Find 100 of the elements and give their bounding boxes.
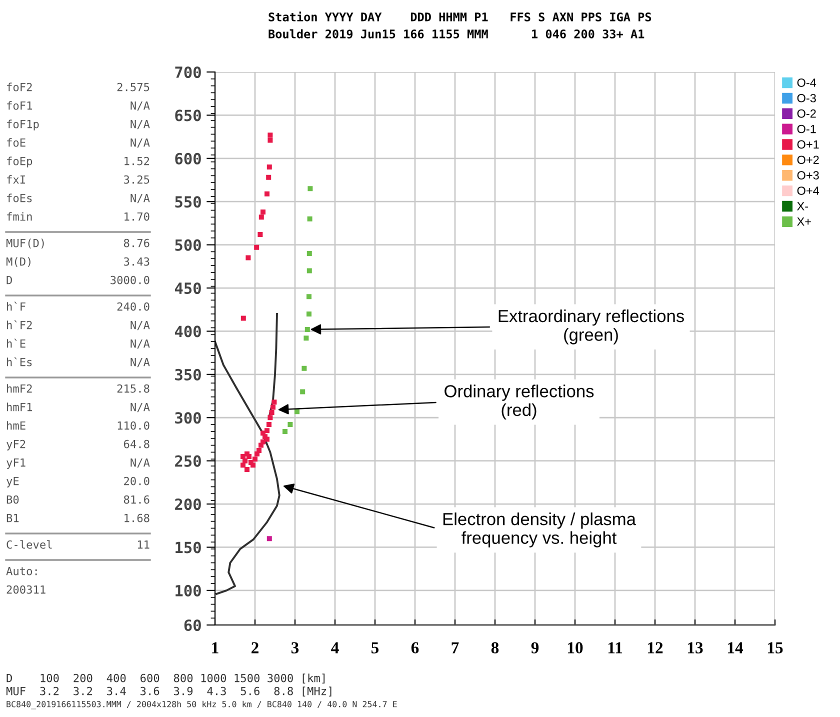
text: hmF1 N/A [7, 402, 150, 412]
legend-label: X+ [797, 218, 811, 226]
point [268, 132, 273, 138]
text: yF1 N/A [6, 458, 150, 469]
point [268, 138, 273, 143]
text: MUF 3.2 3.2 3.4 3.6 3.9 4.3 5.6 8.8 [MHz] [6, 686, 332, 697]
point [254, 244, 260, 250]
legend-label: O-3 [797, 94, 816, 102]
point [252, 456, 258, 462]
text: h`Es N/A [7, 357, 150, 368]
text: yF2 64.8 [6, 440, 150, 450]
text: foF2 2.575 [7, 82, 150, 92]
y-tick-label: 450 [174, 282, 201, 294]
legend-label: O-2 [797, 109, 816, 118]
x-tick-label: 7 [452, 642, 459, 654]
text: h`F 240.0 [7, 302, 150, 311]
point [244, 466, 250, 472]
point [266, 536, 272, 542]
x-tick-label: 12 [648, 642, 663, 654]
text: D 100 200 400 600 800 1000 1500 3000 [km] [6, 674, 325, 684]
point [282, 428, 288, 434]
text: foF1 N/A [7, 101, 150, 111]
text: Auto: [6, 566, 37, 576]
text: MUF(D) 8.76 [6, 238, 150, 249]
point [264, 436, 270, 442]
text: BC840_2019166115503.MMM / 2004x128h 50 kHz 5.0 km / BC840 140 / 40.0 N 254.7 E [6, 700, 397, 710]
y-tick-label: 500 [175, 239, 201, 251]
legend-label: O+3 [797, 171, 819, 180]
legend-label: O+4 [797, 186, 820, 195]
text: C-level 11 [6, 540, 150, 549]
y-tick-label: 600 [175, 152, 201, 164]
point [242, 458, 248, 464]
point [260, 439, 266, 444]
x-tick-label: 3 [291, 642, 299, 654]
point [264, 191, 270, 196]
text: foE N/A [7, 138, 150, 148]
x-tick-label: 11 [608, 642, 622, 654]
x-tick-label: 10 [568, 642, 583, 654]
point [300, 389, 306, 394]
point [258, 232, 263, 237]
legend-label: O-4 [797, 78, 816, 87]
point [266, 422, 272, 428]
point [272, 400, 277, 405]
point [266, 174, 272, 180]
y-tick-label: 250 [175, 455, 201, 467]
text: Station YYYY DAY DDD HHMM P1 FFS S AXN PPS IGA PS [268, 12, 652, 22]
y-tick-label: 550 [175, 196, 201, 208]
text: Boulder 2019 Jun15 166 1155 MMM 1 046 200 33+ A1 [268, 29, 644, 38]
point [244, 451, 250, 456]
point [240, 316, 246, 321]
point [246, 255, 251, 260]
legend-label: O+2 [797, 156, 819, 164]
point [306, 294, 312, 300]
text: fxI 3.25 [7, 175, 150, 184]
text: h`F2 N/A [7, 320, 150, 330]
text: B0 81.6 [6, 495, 150, 504]
line-series [215, 340, 280, 595]
annotation: Electron density / plasma frequency vs. height [443, 512, 636, 548]
point [306, 268, 312, 274]
x-tick-label: 8 [491, 642, 499, 654]
point [258, 214, 264, 220]
text: yE 20.0 [6, 476, 150, 488]
legend-label: O+1 [797, 140, 819, 149]
annotation: Ordinary reflections (red) [444, 384, 594, 420]
x-tick-label: 4 [331, 642, 339, 654]
point [288, 422, 293, 428]
y-tick-label: 150 [176, 542, 201, 554]
text: 200311 [6, 585, 46, 594]
y-tick-label: 60 [184, 619, 201, 632]
x-tick-label: 9 [531, 642, 539, 654]
y-tick-label: 100 [176, 584, 201, 596]
text: M(D) 3.43 [6, 257, 150, 268]
y-tick-label: 400 [174, 326, 201, 338]
text: fmin 1.70 [7, 212, 150, 221]
x-tick-label: 5 [372, 642, 379, 654]
x-tick-label: 14 [728, 642, 744, 654]
legend-label: X- [797, 202, 808, 210]
text: foF1p N/A [7, 120, 150, 130]
point [270, 404, 276, 410]
point [240, 462, 246, 468]
x-tick-label: 2 [252, 642, 258, 654]
point [260, 430, 266, 436]
point [306, 250, 312, 256]
x-tick-label: 15 [768, 642, 783, 654]
point [266, 164, 272, 170]
point [268, 415, 273, 420]
x-tick-label: 13 [688, 642, 703, 654]
point [240, 454, 246, 460]
y-tick-label: 300 [175, 412, 201, 424]
legend-label: O-1 [797, 124, 816, 134]
text: hmE 110.0 [7, 421, 150, 430]
point [306, 311, 312, 316]
point [307, 216, 312, 222]
point [302, 366, 307, 371]
point [308, 186, 313, 192]
x-tick-label: 1 [212, 642, 218, 654]
text: hmF2 215.8 [7, 384, 150, 393]
annotation: Extraordinary reflections (green) [498, 309, 684, 344]
text: B1 1.68 [6, 514, 150, 522]
y-tick-label: 650 [175, 110, 201, 122]
